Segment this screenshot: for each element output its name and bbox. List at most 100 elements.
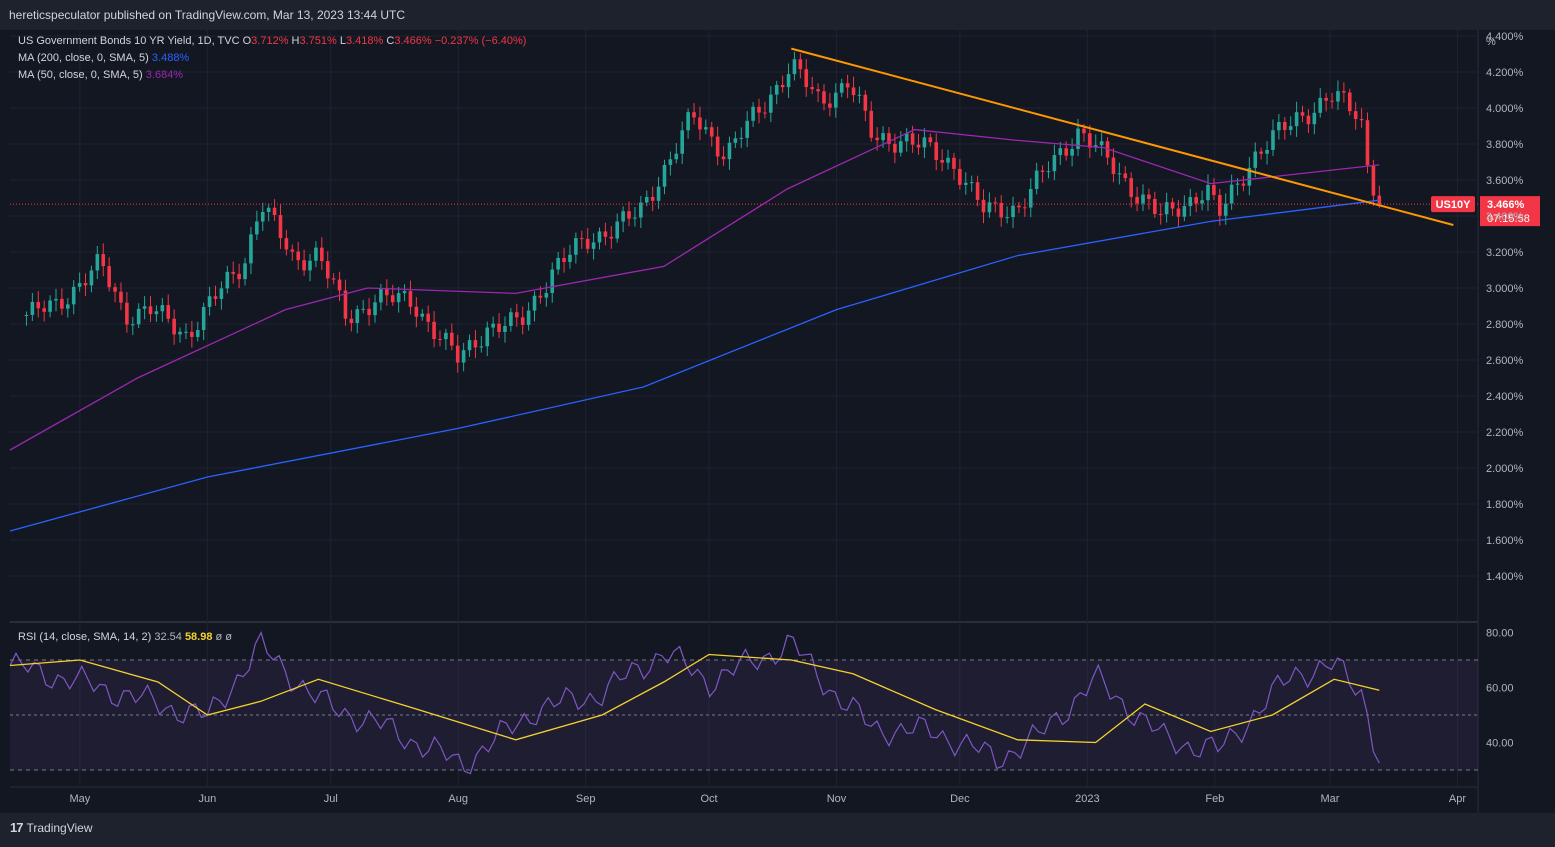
candle-body xyxy=(1135,196,1139,204)
price-tag xyxy=(1480,196,1540,227)
candle-body xyxy=(1300,112,1305,116)
symbol-legend[interactable]: US Government Bonds 10 YR Yield, 1D, TVC… xyxy=(18,35,526,47)
candle-body xyxy=(1082,128,1086,134)
candle-body xyxy=(981,199,986,213)
candle-body xyxy=(367,308,371,316)
candle-body xyxy=(1034,170,1039,189)
candle-body xyxy=(1070,148,1074,156)
rsi-legend[interactable]: RSI (14, close, SMA, 14, 2) 32.54 58.98 … xyxy=(18,631,232,643)
candle-body xyxy=(757,106,761,113)
low-value: 3.418% xyxy=(346,35,384,47)
candle-body xyxy=(928,137,933,143)
candle-body xyxy=(958,168,962,185)
candle-body xyxy=(24,315,29,316)
time-tick-label: Jul xyxy=(324,793,338,805)
candle-body xyxy=(1182,206,1187,217)
candle-body xyxy=(48,300,52,312)
open-value: 3.712% xyxy=(251,35,289,47)
candle-body xyxy=(1076,128,1080,149)
symbol-tag xyxy=(1431,196,1475,213)
candle-body xyxy=(621,211,625,222)
candle-body xyxy=(385,289,389,296)
candle-body xyxy=(290,249,295,252)
ma50-legend[interactable]: MA (50, close, 0, SMA, 5) 3.684% xyxy=(18,69,183,81)
candle-body xyxy=(780,84,785,88)
candle-body xyxy=(987,202,992,213)
candle-body xyxy=(320,247,324,262)
candle-body xyxy=(863,94,868,111)
candle-body xyxy=(148,306,153,315)
candle-body xyxy=(1194,197,1198,204)
price-tick-label: 3.200% xyxy=(1486,247,1524,259)
symbol-title: US Government Bonds 10 YR Yield, 1D, TVC xyxy=(18,35,240,47)
candle-body xyxy=(402,291,407,294)
time-tick-label: Mar xyxy=(1320,793,1339,805)
candle-body xyxy=(1235,183,1240,185)
candle-body xyxy=(503,325,507,332)
candle-body xyxy=(95,254,100,271)
candle-body xyxy=(869,110,874,138)
candle-body xyxy=(875,137,879,141)
candle-body xyxy=(650,196,655,201)
tradingview-brand[interactable]: 17 TradingView xyxy=(10,820,93,835)
candle-body xyxy=(30,301,35,315)
candle-body xyxy=(1046,171,1051,173)
time-tick-label: May xyxy=(70,793,91,805)
symbol-tag-label: US10Y xyxy=(1436,199,1472,211)
candle-body xyxy=(1028,188,1033,208)
candle-body xyxy=(1088,133,1092,148)
candle-body xyxy=(213,296,218,299)
candle-body xyxy=(804,69,809,88)
candle-body xyxy=(195,330,200,337)
candle-body xyxy=(1282,121,1287,130)
candle-body xyxy=(887,133,891,144)
candle-body xyxy=(1253,151,1258,168)
candle-body xyxy=(1330,100,1334,102)
publish-text: hereticspeculator published on TradingVi… xyxy=(9,8,406,22)
candle-body xyxy=(680,130,685,154)
candle-body xyxy=(1158,213,1163,215)
candle-body xyxy=(715,136,720,157)
candle-body xyxy=(898,141,903,153)
candle-body xyxy=(166,305,171,319)
candle-body xyxy=(934,142,939,160)
candle-body xyxy=(1377,195,1382,205)
high-value: 3.751% xyxy=(299,35,337,47)
candle-body xyxy=(792,59,797,75)
candle-body xyxy=(656,186,661,201)
rsi-panel xyxy=(9,630,1478,775)
candle-body xyxy=(107,266,111,288)
candle-body xyxy=(77,283,82,287)
time-tick-label: 2023 xyxy=(1075,793,1099,805)
candle-body xyxy=(1147,194,1151,199)
candle-body xyxy=(1164,202,1169,215)
open-label: O xyxy=(242,35,252,47)
candle-body xyxy=(125,302,129,325)
candle-body xyxy=(1342,91,1346,93)
candle-body xyxy=(893,143,897,153)
candle-body xyxy=(450,332,454,346)
candle-body xyxy=(1318,97,1323,113)
candle-body xyxy=(207,296,212,307)
candle-body xyxy=(467,340,472,351)
candle-body xyxy=(544,292,549,298)
candle-body xyxy=(1040,170,1045,172)
candle-body xyxy=(881,133,885,141)
time-tick-label: Aug xyxy=(448,793,468,805)
price-tick-label: 2.000% xyxy=(1486,463,1524,475)
candle-body xyxy=(1052,155,1057,172)
price-tag-value: 3.466% xyxy=(1487,199,1525,211)
candle-body xyxy=(314,247,318,261)
rsi-extra: ø ø xyxy=(215,631,233,643)
candle-body xyxy=(130,324,135,326)
candle-body xyxy=(455,345,460,363)
candle-body xyxy=(1058,148,1063,156)
candle-body xyxy=(154,311,159,315)
candle-body xyxy=(172,318,176,335)
candle-body xyxy=(668,159,673,165)
tradingview-logo-icon: 17 xyxy=(10,820,24,835)
candle-body xyxy=(461,350,466,363)
ma200-legend[interactable]: MA (200, close, 0, SMA, 5) 3.488% xyxy=(18,52,189,64)
candle-body xyxy=(249,234,253,264)
